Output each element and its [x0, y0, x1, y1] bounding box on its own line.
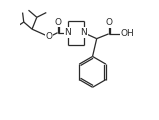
Text: N: N [80, 28, 87, 37]
Text: O: O [54, 18, 61, 27]
Text: O: O [105, 18, 112, 27]
Text: O: O [46, 32, 53, 41]
Text: N: N [64, 28, 71, 37]
Text: OH: OH [120, 29, 134, 38]
